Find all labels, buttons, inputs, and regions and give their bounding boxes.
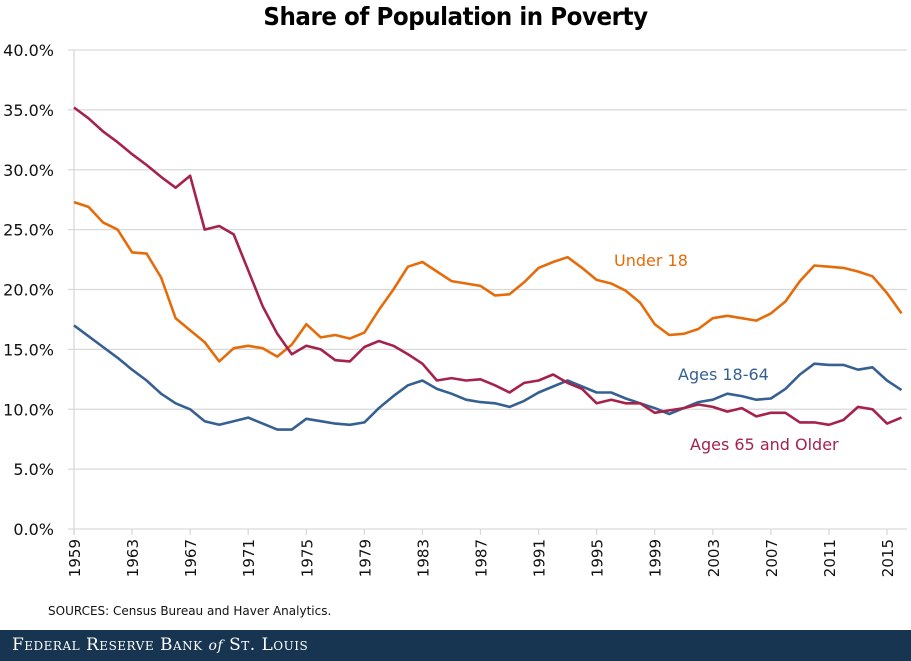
x-tick-label: 1999: [647, 539, 665, 577]
x-axis: 1959 1963 1967 1971 1975 1979 1983 1987 1991 1995…: [66, 50, 897, 577]
line-chart: 0.0% 5.0% 10.0% 15.0% 20.0% 25.0% 30.0% 35.0% 40…: [3, 41, 907, 577]
x-tick-label: 1963: [124, 539, 142, 577]
x-tick-label: 2007: [763, 539, 781, 577]
y-tick-label: 40.0%: [3, 41, 54, 60]
series-label-under-18: Under 18: [614, 251, 688, 270]
series-line-ages-65-and-older: [73, 106, 902, 427]
y-tick-label: 25.0%: [3, 221, 54, 240]
x-tick-label: 1995: [589, 539, 607, 577]
x-tick-label: 2015: [879, 539, 897, 577]
y-tick-label: 35.0%: [3, 101, 54, 120]
series-lines: [73, 106, 903, 431]
gridlines: [68, 49, 907, 530]
y-tick-label: 5.0%: [13, 460, 54, 479]
source-note: SOURCES: Census Bureau and Haver Analyti…: [48, 604, 332, 618]
x-tick-label: 1979: [356, 539, 374, 577]
brand-main: Federal Reserve Bank: [12, 635, 203, 655]
y-tick-label: 30.0%: [3, 161, 54, 180]
chart-title: Share of Population in Poverty: [263, 2, 648, 31]
y-axis-ticks: 0.0% 5.0% 10.0% 15.0% 20.0% 25.0% 30.0% 35.0% 40…: [3, 41, 54, 539]
footer-brand: Federal Reserve Bank of St. Louis: [12, 635, 308, 655]
series-line-ages-18-64: [73, 324, 903, 431]
y-tick-label: 20.0%: [3, 281, 54, 300]
series-line-under-18: [73, 200, 903, 363]
x-tick-label: 1987: [473, 539, 491, 577]
series-label-ages-65-and-older: Ages 65 and Older: [690, 435, 839, 454]
y-tick-label: 0.0%: [13, 520, 54, 539]
x-tick-label: 1975: [298, 539, 316, 577]
series-label-ages-18-64: Ages 18-64: [678, 365, 769, 384]
x-tick-label: 1983: [414, 539, 432, 577]
x-tick-label: 1991: [531, 539, 549, 577]
footer-banner: Federal Reserve Bank of St. Louis: [0, 630, 911, 661]
brand-city: St. Louis: [229, 635, 309, 655]
x-tick-label: 1967: [182, 539, 200, 577]
x-tick-label: 1971: [240, 539, 258, 577]
y-tick-label: 15.0%: [3, 340, 54, 359]
x-tick-label: 2003: [705, 539, 723, 577]
brand-of: of: [208, 638, 224, 654]
x-tick-label: 2011: [821, 539, 839, 577]
y-tick-label: 10.0%: [3, 400, 54, 419]
x-tick-label: 1959: [66, 539, 84, 577]
series-labels: Under 18 Ages 18-64 Ages 65 and Older: [614, 251, 839, 454]
